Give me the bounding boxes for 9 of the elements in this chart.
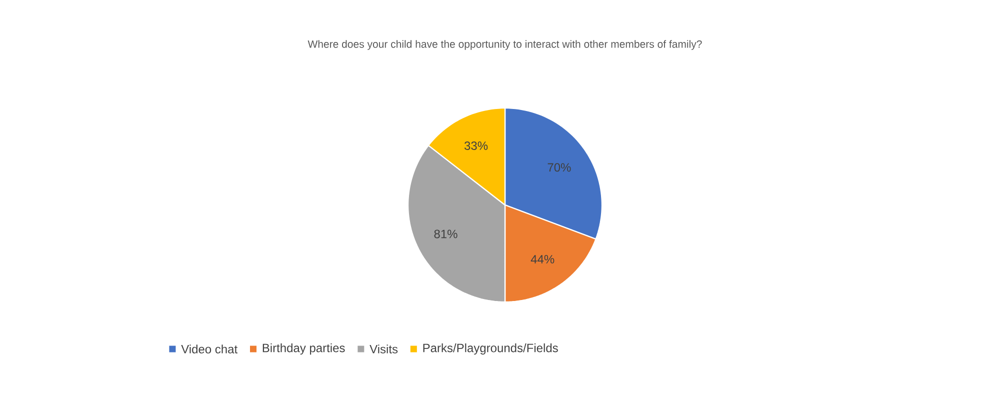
legend-label: Video chat: [181, 344, 238, 354]
data-label: 44%: [530, 255, 554, 264]
legend-label: Parks/Playgrounds/Fields: [423, 343, 558, 355]
data-label: 81%: [434, 230, 458, 238]
legend-label: Birthday parties: [262, 343, 345, 355]
legend-label: Visits: [370, 344, 398, 354]
data-label: 33%: [464, 141, 488, 150]
chart-title: Where does your child have the opportunity to interact with other members of family?: [308, 40, 702, 50]
data-label: 70%: [548, 163, 571, 172]
